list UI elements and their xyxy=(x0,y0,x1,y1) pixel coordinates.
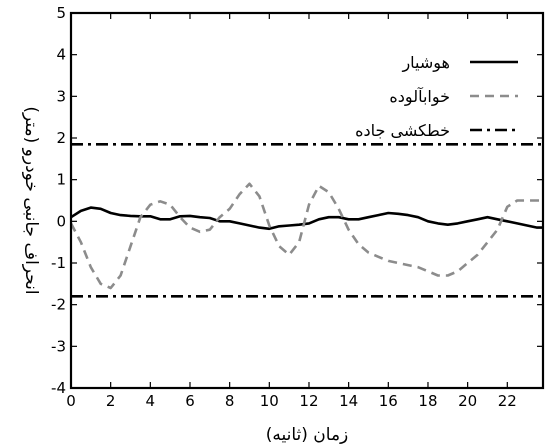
legend: هوشیار خوابآلوده خطکشی جاده xyxy=(355,53,518,140)
x-tick-label: 4 xyxy=(146,392,156,410)
series-line xyxy=(70,206,543,231)
y-tick-label: 0 xyxy=(56,212,66,230)
x-tick-label: 2 xyxy=(106,392,116,410)
y-tick-label: -2 xyxy=(51,296,66,314)
series-line xyxy=(69,182,543,290)
x-tick-label: 22 xyxy=(498,392,517,410)
legend-label: هوشیار xyxy=(401,53,450,73)
y-tick-label: 5 xyxy=(56,4,66,22)
x-ticks: 0 2 4 6 8 10 12 14 16 18 20 22 xyxy=(66,13,517,410)
y-ticks: -4 -3 -2 -1 0 1 2 3 4 5 xyxy=(51,4,543,397)
legend-label: خوابآلوده xyxy=(389,87,450,107)
x-axis-label: زمان (ثانیه) xyxy=(266,425,349,445)
x-tick-label: 10 xyxy=(260,392,279,410)
y-tick-label: 2 xyxy=(56,129,66,147)
y-tick-label: 4 xyxy=(56,46,66,64)
plot-frame xyxy=(69,11,545,390)
x-tick-label: 20 xyxy=(458,392,477,410)
x-tick-label: 18 xyxy=(418,392,437,410)
y-axis-label: انحراف جانبی خودرو (متر) xyxy=(21,106,41,294)
x-tick-label: 6 xyxy=(185,392,195,410)
x-tick-label: 0 xyxy=(66,392,76,410)
y-tick-label: -3 xyxy=(51,337,66,355)
x-tick-label: 16 xyxy=(379,392,398,410)
y-tick-label: 3 xyxy=(56,87,66,105)
y-tick-label: 1 xyxy=(56,171,66,189)
y-tick-label: -4 xyxy=(51,379,66,397)
x-tick-label: 8 xyxy=(225,392,235,410)
y-tick-label: -1 xyxy=(51,254,66,272)
legend-label: خطکشی جاده xyxy=(355,121,450,140)
x-tick-label: 14 xyxy=(339,392,358,410)
x-tick-label: 12 xyxy=(299,392,318,410)
plot-lines xyxy=(69,143,543,298)
